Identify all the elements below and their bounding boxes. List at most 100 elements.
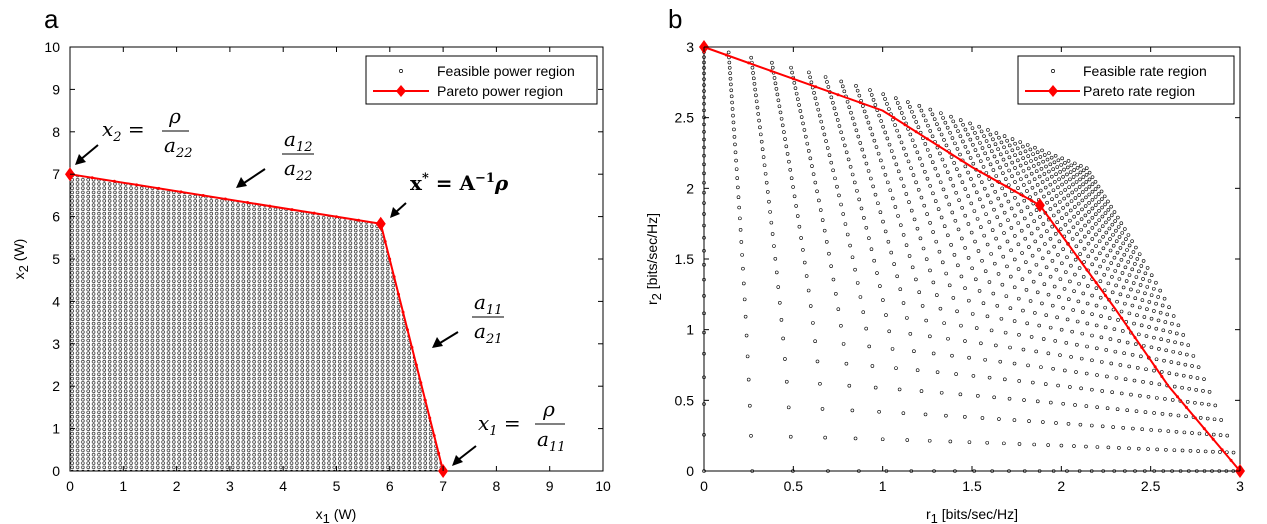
feasible-rate-point bbox=[1024, 174, 1029, 179]
feasible-rate-point bbox=[892, 262, 896, 266]
feasible-rate-point bbox=[869, 93, 874, 97]
feasible-rate-point bbox=[1044, 164, 1048, 169]
feasible-rate-point bbox=[1025, 205, 1030, 210]
feasible-rate-point bbox=[993, 142, 998, 146]
feasible-rate-point bbox=[1031, 152, 1035, 156]
feasible-rate-point bbox=[1119, 221, 1124, 226]
a-xtick-label: 7 bbox=[439, 478, 447, 494]
feasible-rate-point bbox=[776, 285, 781, 289]
svg-text:ρ: ρ bbox=[168, 104, 181, 128]
feasible-rate-point bbox=[738, 216, 742, 221]
feasible-rate-point bbox=[842, 143, 847, 148]
feasible-rate-point bbox=[956, 263, 960, 268]
feasible-rate-point bbox=[1085, 344, 1089, 349]
b-xtick-label: 2.5 bbox=[1141, 478, 1161, 494]
feasible-rate-point bbox=[1123, 469, 1127, 473]
feasible-rate-point bbox=[872, 258, 876, 263]
feasible-rate-point bbox=[1114, 283, 1118, 288]
feasible-rate-point bbox=[866, 169, 871, 173]
feasible-rate-point bbox=[729, 94, 734, 99]
feasible-rate-point bbox=[1085, 321, 1090, 326]
feasible-rate-point bbox=[1149, 316, 1154, 321]
b-ytick-label: 1.5 bbox=[675, 251, 695, 267]
feasible-rate-point bbox=[850, 255, 855, 260]
feasible-rate-point bbox=[1103, 325, 1108, 330]
feasible-rate-point bbox=[963, 187, 968, 191]
feasible-rate-point bbox=[1113, 349, 1118, 354]
feasible-rate-point bbox=[1003, 177, 1008, 181]
feasible-rate-point bbox=[1110, 290, 1115, 295]
feasible-rate-point bbox=[1041, 420, 1045, 424]
feasible-rate-point bbox=[928, 268, 932, 273]
feasible-rate-point bbox=[1003, 330, 1008, 335]
feasible-rate-point bbox=[879, 158, 883, 163]
svg-text:x* = A−1ρ: x* = A−1ρ bbox=[410, 171, 509, 195]
feasible-rate-point bbox=[1076, 201, 1081, 206]
pareto-power-point bbox=[423, 398, 427, 402]
feasible-rate-point bbox=[982, 186, 987, 191]
feasible-rate-point bbox=[1156, 318, 1161, 323]
feasible-rate-point bbox=[1106, 445, 1111, 450]
feasible-rate-point bbox=[969, 201, 974, 206]
feasible-rate-point bbox=[904, 243, 909, 247]
feasible-rate-point bbox=[899, 176, 904, 181]
pareto-rate-point bbox=[892, 116, 896, 120]
feasible-rate-point bbox=[978, 159, 983, 163]
feasible-rate-point bbox=[1211, 432, 1216, 437]
pareto-rate-point bbox=[858, 101, 862, 105]
feasible-rate-point bbox=[917, 290, 922, 295]
feasible-rate-point bbox=[1076, 211, 1080, 215]
feasible-rate-point bbox=[1172, 384, 1177, 389]
feasible-rate-point bbox=[1081, 291, 1086, 296]
feasible-rate-point bbox=[967, 355, 971, 360]
pareto-rate-point bbox=[1126, 326, 1130, 330]
feasible-rate-point bbox=[1163, 320, 1168, 324]
feasible-rate-point bbox=[1166, 338, 1171, 343]
feasible-rate-point bbox=[902, 146, 906, 151]
svg-text:a21: a21 bbox=[474, 319, 502, 347]
feasible-rate-point bbox=[913, 144, 917, 148]
feasible-rate-point bbox=[702, 432, 706, 437]
feasible-rate-point bbox=[1020, 277, 1025, 281]
feasible-rate-point bbox=[1037, 174, 1042, 179]
feasible-rate-point bbox=[1068, 279, 1072, 284]
feasible-rate-point bbox=[1066, 159, 1071, 163]
x-axis-label-a: x1 (W) bbox=[316, 506, 357, 524]
feasible-rate-point bbox=[868, 126, 873, 131]
feasible-rate-point bbox=[1039, 234, 1044, 238]
feasible-rate-point bbox=[732, 135, 737, 139]
feasible-rate-point bbox=[702, 130, 706, 134]
feasible-rate-point bbox=[895, 101, 900, 105]
feasible-rate-point bbox=[1048, 325, 1053, 330]
feasible-rate-point bbox=[909, 469, 914, 473]
feasible-rate-point bbox=[1135, 313, 1139, 318]
feasible-rate-point bbox=[963, 213, 968, 218]
feasible-rate-point bbox=[881, 298, 885, 302]
feasible-rate-point bbox=[1149, 293, 1154, 297]
feasible-rate-point bbox=[1051, 213, 1056, 218]
feasible-rate-point bbox=[991, 137, 995, 142]
feasible-rate-point bbox=[1100, 224, 1105, 229]
feasible-rate-point bbox=[1114, 239, 1119, 244]
pareto-rate-point bbox=[814, 85, 818, 89]
feasible-rate-point bbox=[1041, 159, 1045, 164]
feasible-rate-point bbox=[988, 162, 993, 167]
plot-frame-b bbox=[703, 46, 1241, 472]
feasible-rate-point bbox=[1056, 383, 1060, 388]
feasible-rate-point bbox=[776, 98, 781, 103]
feasible-rate-point bbox=[831, 100, 835, 105]
feasible-rate-point bbox=[983, 357, 987, 362]
pareto-rate-point bbox=[1047, 216, 1051, 220]
feasible-rate-point bbox=[1201, 389, 1205, 393]
feasible-rate-point bbox=[1087, 184, 1092, 189]
pareto-rate-point bbox=[1140, 345, 1144, 349]
feasible-rate-point bbox=[834, 112, 838, 116]
y-axis-label-a: x2 (W) bbox=[11, 239, 31, 280]
feasible-rate-point bbox=[1132, 321, 1136, 326]
feasible-rate-point bbox=[921, 113, 926, 118]
feasible-rate-point bbox=[910, 109, 914, 114]
feasible-rate-point bbox=[1196, 449, 1200, 453]
feasible-rate-point bbox=[1061, 175, 1065, 179]
feasible-rate-point bbox=[817, 113, 822, 118]
pareto-power-vertex bbox=[375, 216, 386, 231]
